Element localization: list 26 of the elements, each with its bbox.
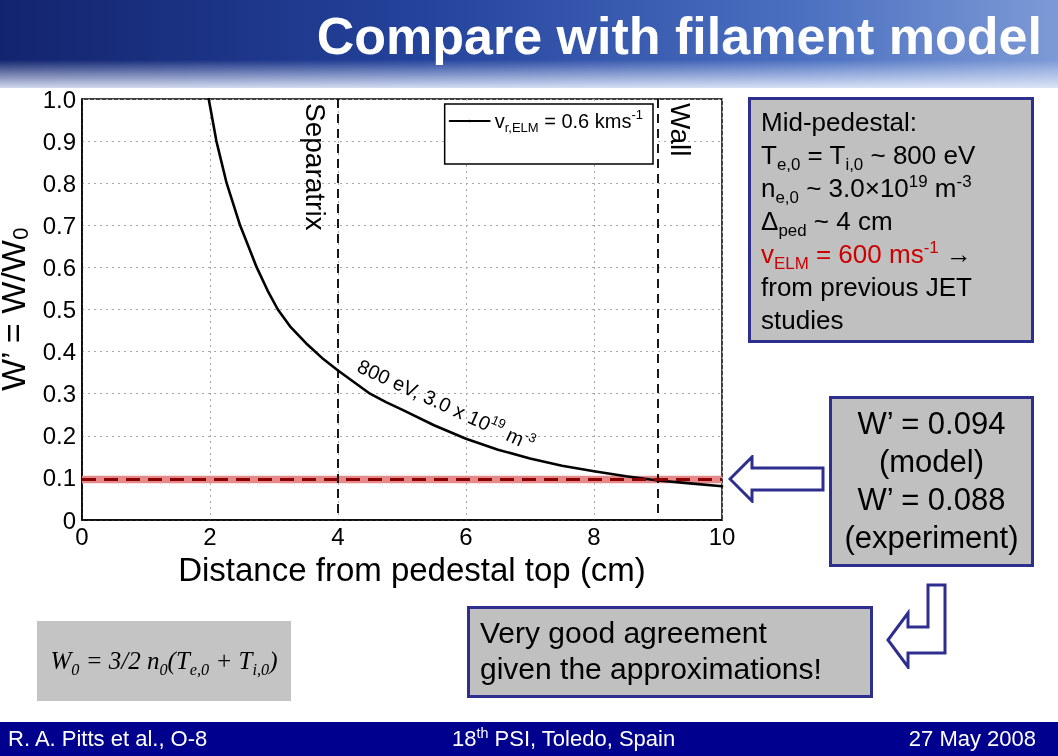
y-tick-label: 0.8 — [42, 169, 76, 197]
chart-title: Compare with filament model — [316, 6, 1042, 66]
y-tick-label: 0.5 — [42, 296, 76, 323]
y-tick-label: 0.6 — [42, 253, 76, 281]
y-tick-label: 0.2 — [42, 422, 76, 450]
y-tick-label: 0.3 — [42, 380, 76, 408]
result-box: W’ = 0.094 (model) W’ = 0.088 (experiment) — [829, 396, 1034, 567]
ref-line-label: Wall — [664, 103, 696, 157]
y-tick-label: 1.0 — [42, 85, 76, 113]
x-axis-title: Distance from pedestal top (cm) — [178, 550, 646, 588]
x-tick-label: 8 — [587, 522, 601, 550]
x-tick-label: 2 — [203, 522, 217, 550]
y-tick-label: 0.4 — [42, 338, 76, 366]
y-tick-label: 0.1 — [42, 464, 76, 492]
x-tick-label: 6 — [459, 522, 473, 550]
annotation: 800 eV, 3.0 x 1019 m-3 — [354, 354, 540, 451]
info-box: Mid-pedestal: T$_{e,0}$ = T$_{i,0}$ ~ 800 eV n$_{e,0}$ ~ 3.0×10$^{19}$ m$^{-3}$ Δ$_{ped}$ ~ 4 cm v$_{ELM}$ = 600 ms$^{-1}$ → from previous JET studies — [748, 97, 1034, 343]
y-tick-label: 0.9 — [42, 127, 76, 155]
formula-box: W$_{0}$ = 3/2 n$_{0}$(T$_{e,0}$ + T$_{i,0}$) — [37, 621, 291, 701]
conclusion-box: Very good agreement given the approximations! — [467, 606, 873, 698]
y-axis-title: W’ = W/W0 — [0, 227, 34, 391]
x-tick-label: 10 — [708, 522, 736, 550]
y-tick-label: 0.7 — [42, 211, 76, 239]
x-tick-label: 4 — [331, 522, 345, 550]
footer-bar: R. A. Pitts et al., O-8 18$^{th}$ PSI, Toledo, Spain 27 May 2008 — [0, 722, 1058, 756]
ref-line-label: Separatrix — [300, 103, 332, 231]
